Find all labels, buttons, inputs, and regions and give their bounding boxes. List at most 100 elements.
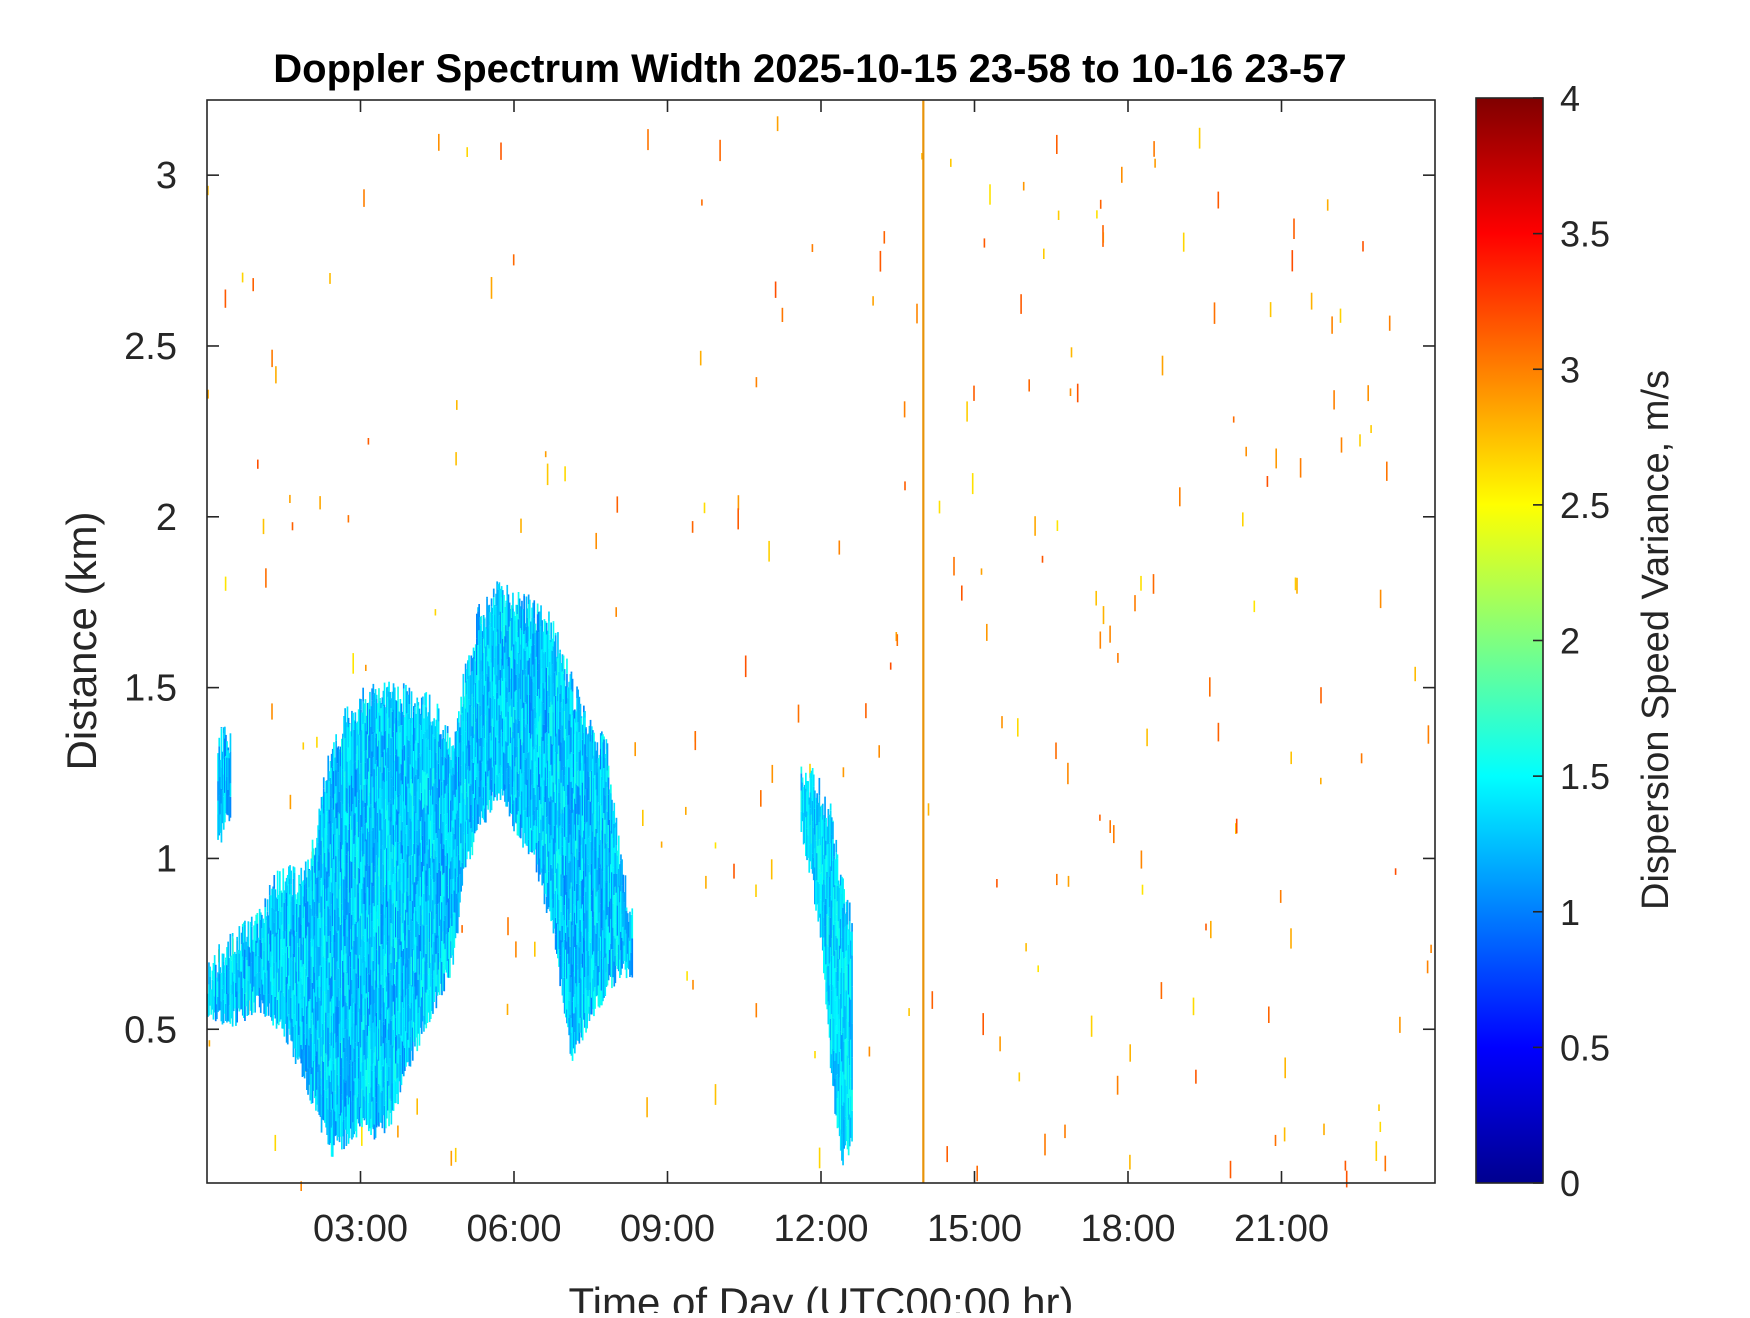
- echo-pixel: [847, 1139, 850, 1156]
- echo-pixel: [445, 758, 448, 786]
- noise-pixel: [1070, 347, 1073, 358]
- echo-pixel: [606, 954, 609, 986]
- echo-pixel: [611, 819, 613, 834]
- echo-pixel: [836, 938, 839, 968]
- echo-pixel: [557, 772, 559, 811]
- echo-pixel: [821, 819, 824, 837]
- echo-pixel: [586, 756, 588, 789]
- noise-pixel: [520, 518, 522, 533]
- echo-pixel: [346, 1005, 349, 1030]
- echo-pixel: [389, 1058, 392, 1099]
- echo-pixel: [552, 646, 555, 684]
- echo-pixel: [424, 789, 426, 805]
- echo-pixel: [531, 784, 533, 800]
- echo-pixel: [535, 692, 538, 713]
- echo-pixel: [449, 945, 451, 978]
- echo-pixel: [337, 907, 340, 931]
- echo-pixel: [485, 646, 487, 681]
- echo-pixel: [312, 989, 315, 1009]
- echo-pixel: [446, 834, 449, 854]
- echo-pixel: [379, 872, 381, 896]
- echo-pixel: [335, 734, 337, 741]
- echo-pixel: [621, 914, 623, 938]
- echo-pixel: [320, 917, 323, 946]
- echo-pixel: [548, 648, 550, 676]
- echo-pixel: [845, 911, 848, 951]
- echo-pixel: [218, 737, 221, 747]
- echo-pixel: [471, 671, 474, 694]
- echo-pixel: [512, 592, 514, 609]
- echo-pixel: [336, 1074, 339, 1105]
- echo-pixel: [606, 842, 609, 866]
- echo-pixel: [472, 697, 475, 714]
- echo-pixel: [342, 977, 344, 1008]
- echo-pixel: [540, 683, 542, 714]
- noise-pixel: [450, 1150, 453, 1166]
- echo-pixel: [382, 1043, 385, 1067]
- echo-pixel: [384, 707, 387, 731]
- echo-pixel: [467, 769, 469, 798]
- echo-pixel: [326, 834, 328, 872]
- echo-pixel: [470, 736, 473, 762]
- echo-pixel: [435, 953, 438, 987]
- echo-pixel: [384, 884, 387, 919]
- echo-pixel: [510, 794, 513, 815]
- echo-pixel: [478, 680, 480, 703]
- echo-pixel: [235, 997, 237, 1026]
- echo-pixel: [335, 969, 337, 1007]
- echo-pixel: [409, 865, 412, 902]
- noise-pixel: [818, 1147, 821, 1169]
- echo-pixel: [542, 651, 545, 683]
- echo-pixel: [422, 738, 424, 771]
- echo-pixel: [522, 808, 524, 848]
- echo-pixel: [393, 760, 396, 800]
- echo-pixel: [406, 713, 408, 736]
- echo-pixel: [811, 800, 814, 822]
- echo-pixel: [413, 994, 415, 1022]
- echo-pixel: [433, 918, 435, 942]
- echo-pixel: [405, 747, 407, 777]
- echo-pixel: [301, 1049, 304, 1077]
- echo-pixel: [335, 1006, 337, 1043]
- echo-pixel: [444, 825, 447, 840]
- echo-pixel: [293, 957, 296, 995]
- echo-pixel: [581, 1022, 584, 1041]
- echo-pixel: [595, 868, 598, 897]
- noise-pixel: [1370, 425, 1372, 433]
- echo-pixel: [295, 899, 298, 904]
- echo-pixel: [359, 1080, 361, 1107]
- noise-pixel: [271, 703, 273, 720]
- echo-pixel: [270, 981, 272, 1018]
- echo-pixel: [220, 728, 223, 768]
- echo-pixel: [229, 933, 232, 957]
- echo-pixel: [837, 1014, 840, 1032]
- echo-pixel: [598, 824, 601, 845]
- echo-pixel: [338, 813, 341, 835]
- echo-pixel: [320, 878, 323, 897]
- echo-pixel: [576, 785, 578, 814]
- echo-pixel: [329, 1058, 332, 1082]
- echo-pixel: [601, 756, 603, 777]
- echo-pixel: [286, 946, 289, 984]
- noise-pixel: [1099, 631, 1102, 649]
- echo-pixel: [419, 800, 422, 822]
- echo-pixel: [327, 958, 330, 990]
- echo-pixel: [214, 995, 217, 1022]
- echo-pixel: [391, 924, 394, 947]
- echo-pixel: [402, 989, 405, 1009]
- noise-pixel: [1022, 181, 1025, 191]
- echo-pixel: [612, 949, 614, 978]
- echo-pixel: [548, 696, 550, 713]
- echo-pixel: [617, 944, 620, 972]
- echo-pixel: [536, 734, 539, 753]
- noise-pixel: [634, 742, 636, 757]
- echo-pixel: [325, 1090, 327, 1128]
- echo-pixel: [379, 1056, 381, 1086]
- noise-pixel: [1299, 458, 1302, 478]
- echo-pixel: [594, 836, 596, 869]
- echo-pixel: [820, 808, 823, 837]
- echo-pixel: [357, 709, 360, 735]
- echo-pixel: [365, 1086, 368, 1125]
- echo-pixel: [417, 819, 420, 846]
- echo-pixel: [236, 936, 238, 940]
